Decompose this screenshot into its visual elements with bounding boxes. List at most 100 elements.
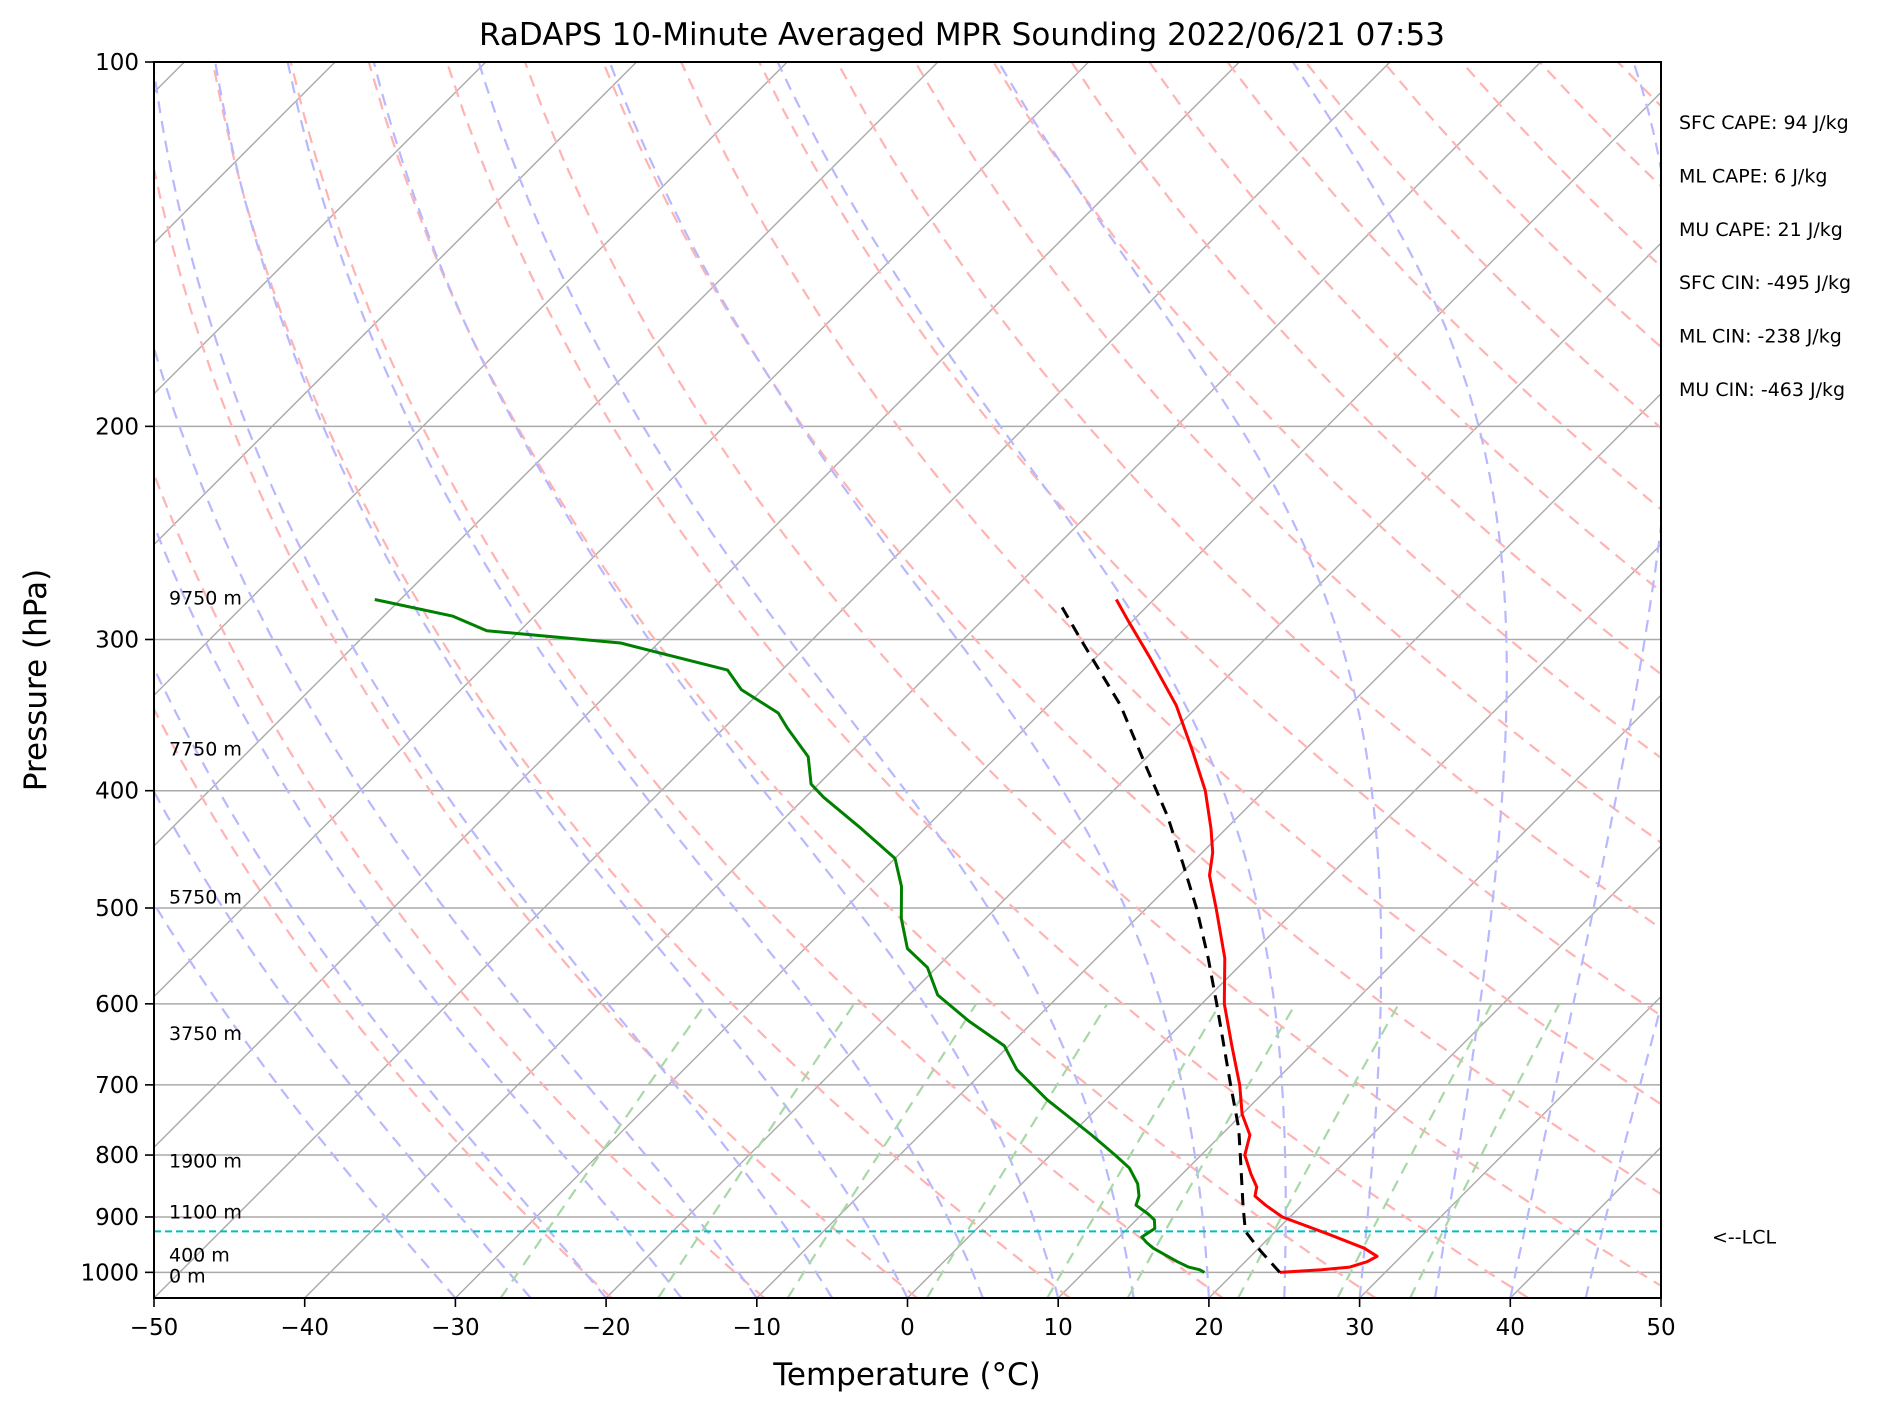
moist-adiabat (154, 522, 683, 1298)
moist-adiabat (154, 789, 532, 1298)
stability-index: ML CIN: -238 J/kg (1679, 326, 1842, 348)
moist-adiabat-lines (154, 62, 1661, 1298)
x-tick-label: 10 (1044, 1315, 1073, 1341)
isotherm-line (605, 242, 1661, 1298)
moist-adiabat (214, 62, 909, 1298)
mixing-ratio-line (786, 1003, 978, 1298)
isotherm-line (454, 91, 1661, 1298)
isotherm-line (1208, 844, 1661, 1298)
moist-adiabat (1291, 62, 1508, 1298)
dry-adiabat (154, 706, 613, 1298)
y-axis-ticks: 100 200 300 400 500 600 700 800 900 1000 (80, 50, 154, 1286)
y-tick-label: 400 (95, 779, 139, 805)
dry-adiabat (154, 164, 918, 1298)
moist-adiabat (286, 62, 984, 1298)
x-tick-label: 50 (1646, 1315, 1675, 1341)
y-tick-label: 500 (95, 896, 139, 922)
moist-adiabat (154, 63, 834, 1298)
x-axis-label: Temperature (°C) (772, 1357, 1041, 1393)
stability-index: ML CAPE: 6 J/kg (1679, 165, 1827, 187)
stability-index: SFC CAPE: 94 J/kg (1679, 112, 1849, 134)
dry-adiabat (601, 62, 1661, 1196)
x-tick-label: 20 (1194, 1315, 1223, 1341)
moist-adiabat (1584, 1002, 1661, 1298)
isotherm-line (1359, 995, 1661, 1298)
mixing-ratio-line (1336, 1003, 1493, 1298)
dry-adiabat (367, 62, 1377, 1298)
height-label: 1900 m (169, 1150, 242, 1172)
mixing-ratio-line (499, 1003, 707, 1298)
lcl-label: <--LCL (1712, 1226, 1776, 1248)
dry-adiabat (289, 62, 1224, 1298)
dry-adiabat (758, 62, 1661, 1017)
stability-index: MU CIN: -463 J/kg (1679, 379, 1845, 401)
x-tick-label: −10 (733, 1315, 782, 1341)
isotherm-line (154, 62, 1090, 998)
temperature-profile (1114, 598, 1379, 1274)
mixing-ratio-line (1237, 1003, 1400, 1298)
isotherm-line (154, 62, 1240, 1149)
moist-adiabat (608, 62, 1210, 1298)
moist-adiabat (997, 62, 1383, 1298)
lcl-line-group: <--LCL (154, 1226, 1776, 1248)
chart-title: RaDAPS 10-Minute Averaged MPR Sounding 2… (479, 17, 1445, 53)
y-tick-label: 300 (95, 627, 139, 653)
moist-adiabat (477, 62, 1135, 1298)
y-tick-label: 100 (95, 50, 139, 76)
y-tick-label: 900 (95, 1205, 139, 1231)
x-tick-label: −30 (431, 1315, 480, 1341)
height-label: 3750 m (169, 1023, 242, 1045)
height-label: 400 m (169, 1245, 230, 1267)
isotherm-line (756, 392, 1661, 1298)
dry-adiabat (680, 62, 1661, 1106)
y-tick-label: 1000 (80, 1260, 139, 1286)
gridlines (154, 62, 1661, 1274)
stability-indices: SFC CAPE: 94 J/kg ML CAPE: 6 J/kg MU CAPE:… (1679, 112, 1851, 401)
dewpoint-profile (374, 598, 1206, 1274)
x-axis-ticks: −50 −40 −30 −20 −10 0 10 20 30 40 50 (130, 1298, 1676, 1341)
mixing-ratio-line (926, 1003, 1109, 1298)
height-label: 0 m (169, 1265, 206, 1287)
x-tick-label: 0 (900, 1315, 915, 1341)
mixing-ratio-line (657, 1003, 856, 1298)
y-axis-label: Pressure (hPa) (18, 569, 54, 791)
height-labels: 9750 m 7750 m 5750 m 3750 m 1900 m 1100 m 400 … (169, 588, 242, 1288)
height-label: 7750 m (169, 738, 242, 760)
stability-index: MU CAPE: 21 J/kg (1679, 219, 1843, 241)
mixing-ratio-lines (499, 1003, 1561, 1298)
stability-index: SFC CIN: -495 J/kg (1679, 272, 1851, 294)
isotherm-line (907, 543, 1661, 1298)
height-label: 1100 m (169, 1202, 242, 1224)
y-tick-label: 600 (95, 992, 139, 1018)
isotherm-line (154, 62, 939, 847)
isotherm-line (1057, 694, 1661, 1298)
dry-adiabat (1148, 62, 1661, 593)
mixing-ratio-line (1126, 1003, 1297, 1298)
height-label: 9750 m (169, 588, 242, 610)
isotherm-line (154, 62, 1391, 1298)
dry-adiabat (154, 470, 766, 1298)
x-tick-label: 40 (1496, 1315, 1525, 1341)
y-tick-label: 700 (95, 1073, 139, 1099)
moist-adiabat (154, 344, 758, 1298)
dry-adiabat (523, 62, 1661, 1288)
mixing-ratio-line (1409, 1003, 1561, 1298)
height-label: 5750 m (169, 886, 242, 908)
moist-adiabat (1509, 62, 1661, 1298)
isotherm-line (154, 62, 637, 546)
sounding-profiles (374, 598, 1379, 1274)
moist-adiabat (154, 901, 457, 1298)
x-tick-label: −20 (582, 1315, 631, 1341)
mixing-ratio-line (1046, 1003, 1222, 1298)
parcel-profile (1057, 600, 1281, 1274)
y-tick-label: 800 (95, 1143, 139, 1169)
x-tick-label: −40 (280, 1315, 329, 1341)
isotherm-lines (154, 62, 1661, 1298)
isotherm-line (154, 62, 487, 395)
dry-adiabat-lines (154, 62, 1661, 1298)
isotherm-line (154, 62, 788, 697)
moist-adiabat (776, 62, 1287, 1298)
moist-adiabat (372, 62, 1060, 1298)
x-tick-label: −50 (130, 1315, 179, 1341)
